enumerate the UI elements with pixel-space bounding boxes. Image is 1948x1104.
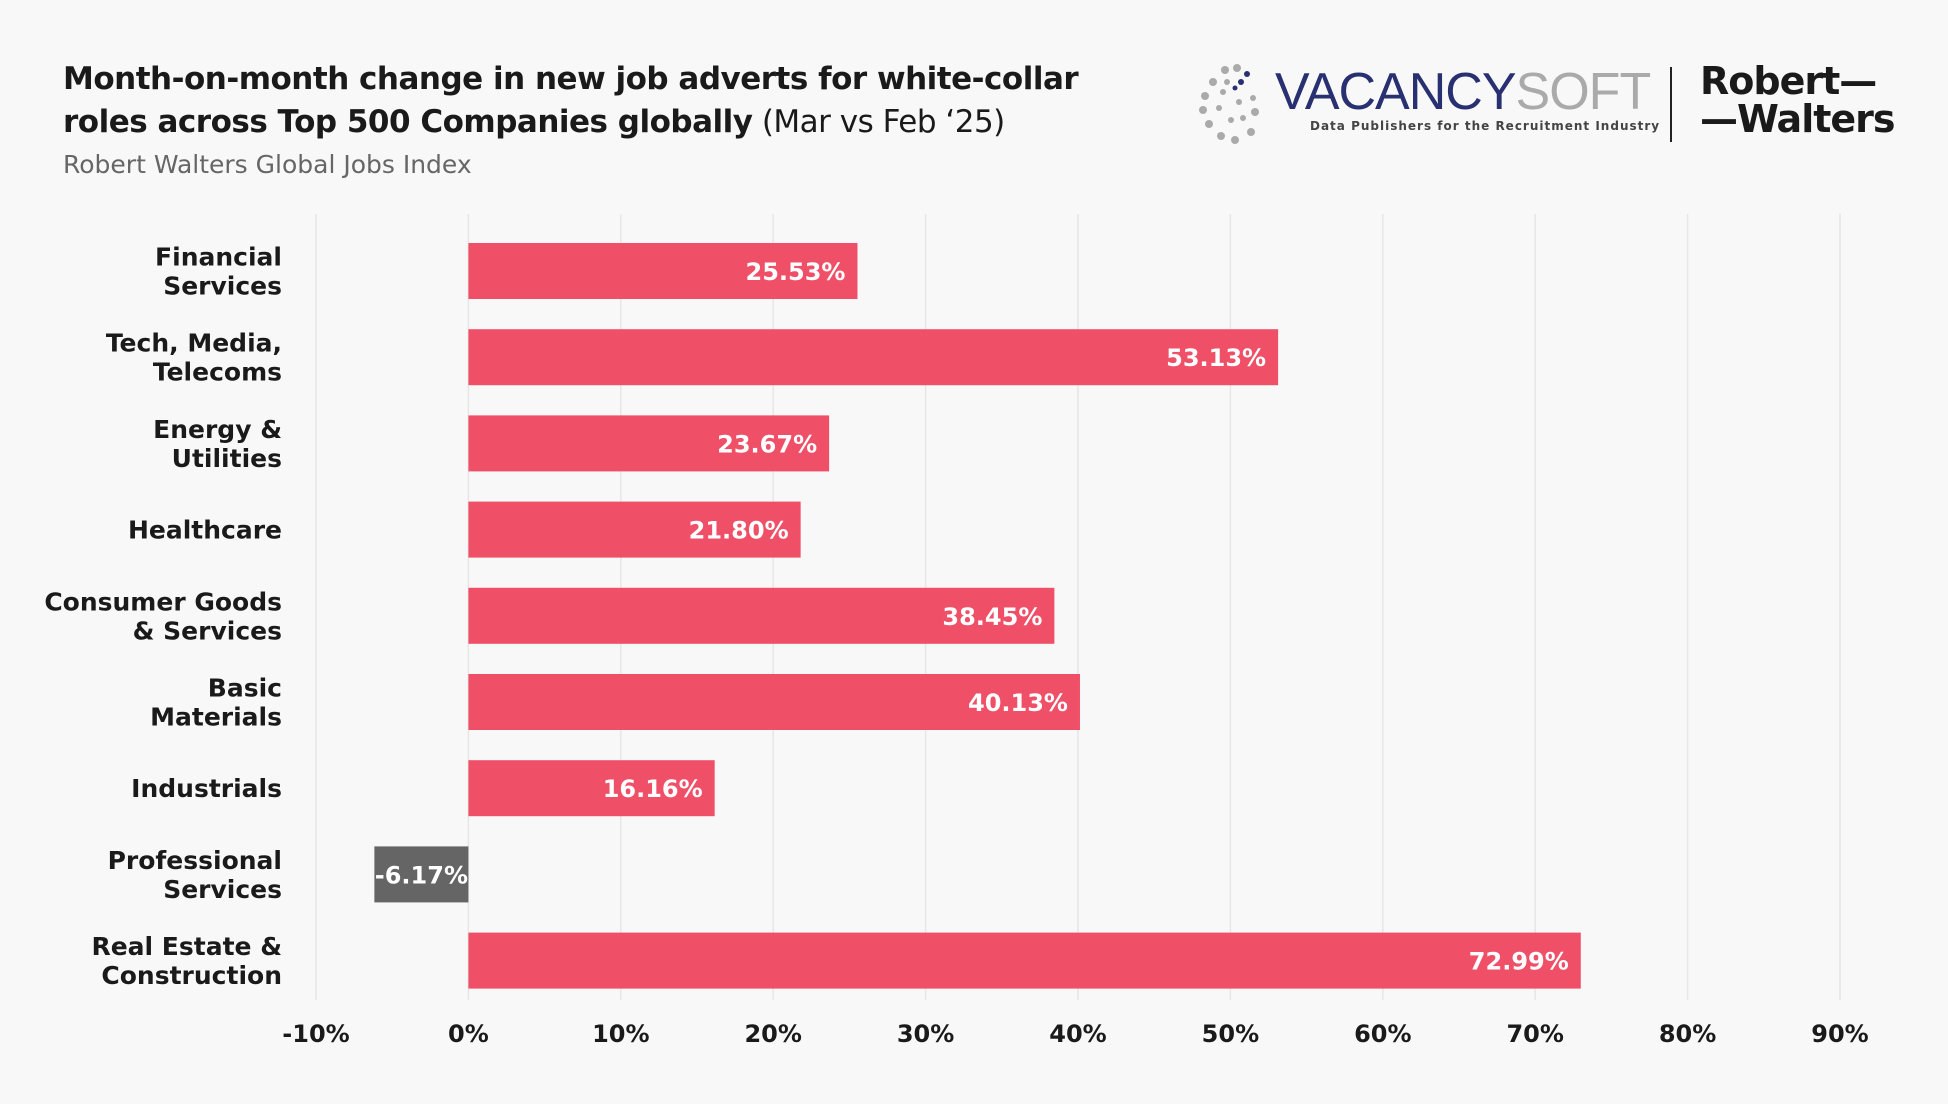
x-tick-label: 0% xyxy=(448,1020,489,1048)
vacancysoft-tagline: Data Publishers for the Recruitment Indu… xyxy=(1310,119,1661,133)
bar xyxy=(468,415,830,472)
bar-value-label: 23.67% xyxy=(717,430,817,458)
category-label: Real Estate & Construction xyxy=(91,932,282,990)
x-tick-label: 90% xyxy=(1811,1020,1868,1048)
category-label: Professional Services xyxy=(108,846,282,904)
bar xyxy=(468,760,715,817)
category-label: Industrials xyxy=(131,774,282,803)
x-tick-label: 50% xyxy=(1202,1020,1259,1048)
bar xyxy=(468,932,1581,989)
bar-value-label: 38.45% xyxy=(942,603,1042,631)
bar-value-label: 40.13% xyxy=(968,689,1068,717)
category-label: Healthcare xyxy=(128,516,282,545)
x-tick-label: 60% xyxy=(1354,1020,1411,1048)
vacancysoft-dots-icon xyxy=(1199,64,1259,144)
logo-divider xyxy=(1670,67,1672,142)
bar xyxy=(468,674,1080,730)
logos: VACANCYSOFT Data Publishers for the Recr… xyxy=(1195,59,1896,147)
category-label: Consumer Goods & Services xyxy=(44,587,282,645)
x-tick-label: -10% xyxy=(282,1020,349,1048)
bar-value-label: 53.13% xyxy=(1166,344,1266,372)
title-date: (Mar vs Feb ‘25) xyxy=(752,104,1005,140)
robert-walters-logo: Robert— —Walters xyxy=(1700,59,1896,141)
x-tick-label: 20% xyxy=(744,1020,801,1048)
category-label: Basic Materials xyxy=(150,674,282,732)
title-bold: Month-on-month change in new job adverts… xyxy=(63,61,1079,140)
x-tick-label: 40% xyxy=(1049,1020,1106,1048)
bar xyxy=(468,243,858,299)
bar xyxy=(468,587,1055,644)
bar xyxy=(468,329,1279,386)
category-label: Financial Services xyxy=(155,243,282,301)
x-tick-label: 30% xyxy=(897,1020,954,1048)
bar-value-label: -6.17% xyxy=(375,861,468,889)
category-label: Energy & Utilities xyxy=(153,415,282,473)
x-tick-label: 80% xyxy=(1659,1020,1716,1048)
bar-value-label: 21.80% xyxy=(689,517,789,545)
bar-value-label: 16.16% xyxy=(603,775,703,803)
bar-value-label: 25.53% xyxy=(746,258,846,286)
x-tick-label: 10% xyxy=(592,1020,649,1048)
chart-subtitle: Robert Walters Global Jobs Index xyxy=(63,150,472,179)
chart-title: Month-on-month change in new job adverts… xyxy=(63,58,1113,144)
x-tick-label: 70% xyxy=(1506,1020,1563,1048)
bar xyxy=(374,846,469,903)
bar-value-label: 72.99% xyxy=(1469,948,1569,976)
category-label: Tech, Media, Telecoms xyxy=(106,329,282,387)
vacancysoft-logo: VACANCYSOFT xyxy=(1275,63,1651,121)
bar xyxy=(468,501,801,558)
